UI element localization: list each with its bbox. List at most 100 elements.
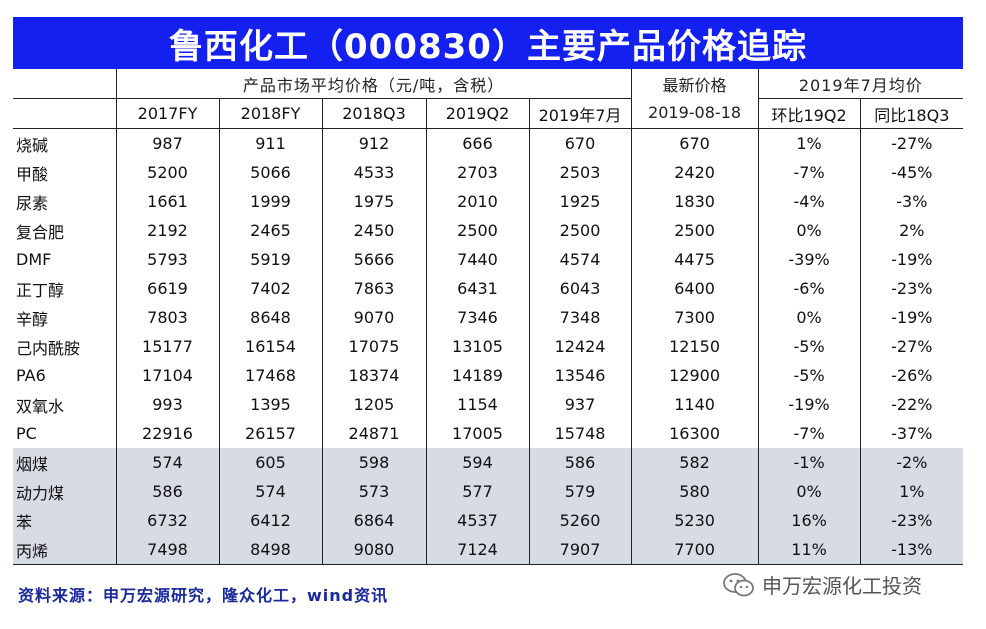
price-cell: 8648 [218, 303, 322, 332]
price-cell: 666 [425, 128, 529, 158]
price-cell: 4537 [425, 506, 529, 535]
price-cell: 574 [218, 477, 322, 506]
table-row: 动力煤 586 574 573 577 579 580 0% 1% [13, 477, 964, 506]
price-cell: 577 [425, 477, 529, 506]
price-cell: 993 [115, 390, 219, 419]
header-market-avg: 产品市场平均价格（元/吨，含税） [115, 69, 632, 99]
product-name: PC [16, 424, 37, 443]
price-cell: 7300 [630, 303, 759, 332]
price-cell: 15177 [115, 332, 219, 361]
price-cell: 14189 [425, 361, 529, 390]
product-name: 复合肥 [16, 222, 65, 242]
price-cell: 2503 [528, 158, 632, 187]
price-cell: -1% [757, 448, 861, 477]
price-cell: 670 [630, 128, 759, 158]
price-cell: 579 [528, 477, 632, 506]
price-cell: -26% [859, 361, 964, 390]
product-name: 烧碱 [16, 135, 49, 155]
price-cell: 1205 [321, 390, 426, 419]
table-row: PC 22916 26157 24871 17005 15748 16300 -7% -37% [13, 419, 964, 448]
col-header: 2017FY [115, 98, 219, 129]
price-cell: 1661 [115, 187, 219, 216]
price-cell: 598 [321, 448, 426, 477]
col-header: 2018Q3 [321, 98, 426, 129]
price-cell: 24871 [321, 419, 426, 448]
price-cell: 6412 [218, 506, 322, 535]
price-cell: 5793 [115, 245, 219, 274]
price-cell: 16% [757, 506, 861, 535]
price-cell: 16300 [630, 419, 759, 448]
product-name: 甲酸 [16, 164, 49, 184]
price-cell: 1140 [630, 390, 759, 419]
price-cell: -6% [757, 274, 861, 303]
price-cell: 580 [630, 477, 759, 506]
price-cell: 7440 [425, 245, 529, 274]
product-name: 双氧水 [16, 396, 65, 416]
col-header: 2019Q2 [425, 98, 529, 129]
price-cell: 5260 [528, 506, 632, 535]
price-cell: 12150 [630, 332, 759, 361]
price-cell: 911 [218, 128, 322, 158]
price-cell: 18374 [321, 361, 426, 390]
price-cell: -27% [859, 128, 964, 158]
product-name: 正丁醇 [16, 280, 65, 300]
col-header: 2019年7月 [528, 98, 632, 129]
price-cell: 5200 [115, 158, 219, 187]
price-cell: -23% [859, 274, 964, 303]
price-cell: 13105 [425, 332, 529, 361]
table-row: 甲酸 5200 5066 4533 2703 2503 2420 -7% -45% [13, 158, 964, 187]
price-cell: 4574 [528, 245, 632, 274]
price-cell: 9080 [321, 535, 426, 565]
price-cell: 9070 [321, 303, 426, 332]
table-row: 苯 6732 6412 6864 4537 5260 5230 16% -23% [13, 506, 964, 535]
price-cell: 16154 [218, 332, 322, 361]
price-cell: 594 [425, 448, 529, 477]
price-cell: 6619 [115, 274, 219, 303]
price-cell: 987 [115, 128, 219, 158]
price-cell: 2% [859, 216, 964, 245]
price-cell: 1999 [218, 187, 322, 216]
price-cell: 5066 [218, 158, 322, 187]
table-row: 尿素 1661 1999 1975 2010 1925 1830 -4% -3% [13, 187, 964, 216]
price-cell: 7863 [321, 274, 426, 303]
header-latest-price: 最新价格 2019-08-18 [630, 69, 759, 129]
price-cell: 1975 [321, 187, 426, 216]
price-cell: 11% [757, 535, 861, 565]
header-latest-date: 2019-08-18 [648, 102, 742, 122]
price-cell: 582 [630, 448, 759, 477]
product-name: 苯 [13, 506, 116, 535]
table-row: 丙烯 7498 8498 9080 7124 7907 7700 11% -13% [13, 535, 964, 565]
price-cell: 1% [757, 128, 861, 158]
price-cell: 15748 [528, 419, 632, 448]
price-table: 产品市场平均价格（元/吨，含税） 最新价格 2019-08-18 2019年7月… [13, 69, 964, 565]
price-cell: 4475 [630, 245, 759, 274]
price-cell: 2420 [630, 158, 759, 187]
price-cell: 7498 [115, 535, 219, 565]
price-cell: 7907 [528, 535, 632, 565]
product-name: DMF [16, 250, 52, 269]
price-cell: 2192 [115, 216, 219, 245]
price-cell: 6400 [630, 274, 759, 303]
product-name: 辛醇 [16, 309, 49, 329]
price-cell: 13546 [528, 361, 632, 390]
price-cell: -19% [757, 390, 861, 419]
price-cell: 1395 [218, 390, 322, 419]
price-cell: 22916 [115, 419, 219, 448]
price-cell: 912 [321, 128, 426, 158]
product-name: PA6 [16, 366, 46, 385]
price-cell: 586 [528, 448, 632, 477]
table-row: 复合肥 2192 2465 2450 2500 2500 2500 0% 2% [13, 216, 964, 245]
header-july-avg: 2019年7月均价 [757, 69, 964, 99]
price-cell: -2% [859, 448, 964, 477]
table-row: 烟煤 574 605 598 594 586 582 -1% -2% [13, 448, 964, 477]
price-cell: 2703 [425, 158, 529, 187]
price-cell: 6431 [425, 274, 529, 303]
price-cell: 6864 [321, 506, 426, 535]
wechat-icon [723, 572, 754, 596]
price-cell: -23% [859, 506, 964, 535]
table-row: 辛醇 7803 8648 9070 7346 7348 7300 0% -19% [13, 303, 964, 332]
price-cell: -22% [859, 390, 964, 419]
product-name: 己内酰胺 [16, 338, 81, 358]
table-row: PA6 17104 17468 18374 14189 13546 12900 -5% -26% [13, 361, 964, 390]
table-title: 鲁西化工（000830）主要产品价格追踪 [13, 17, 963, 69]
